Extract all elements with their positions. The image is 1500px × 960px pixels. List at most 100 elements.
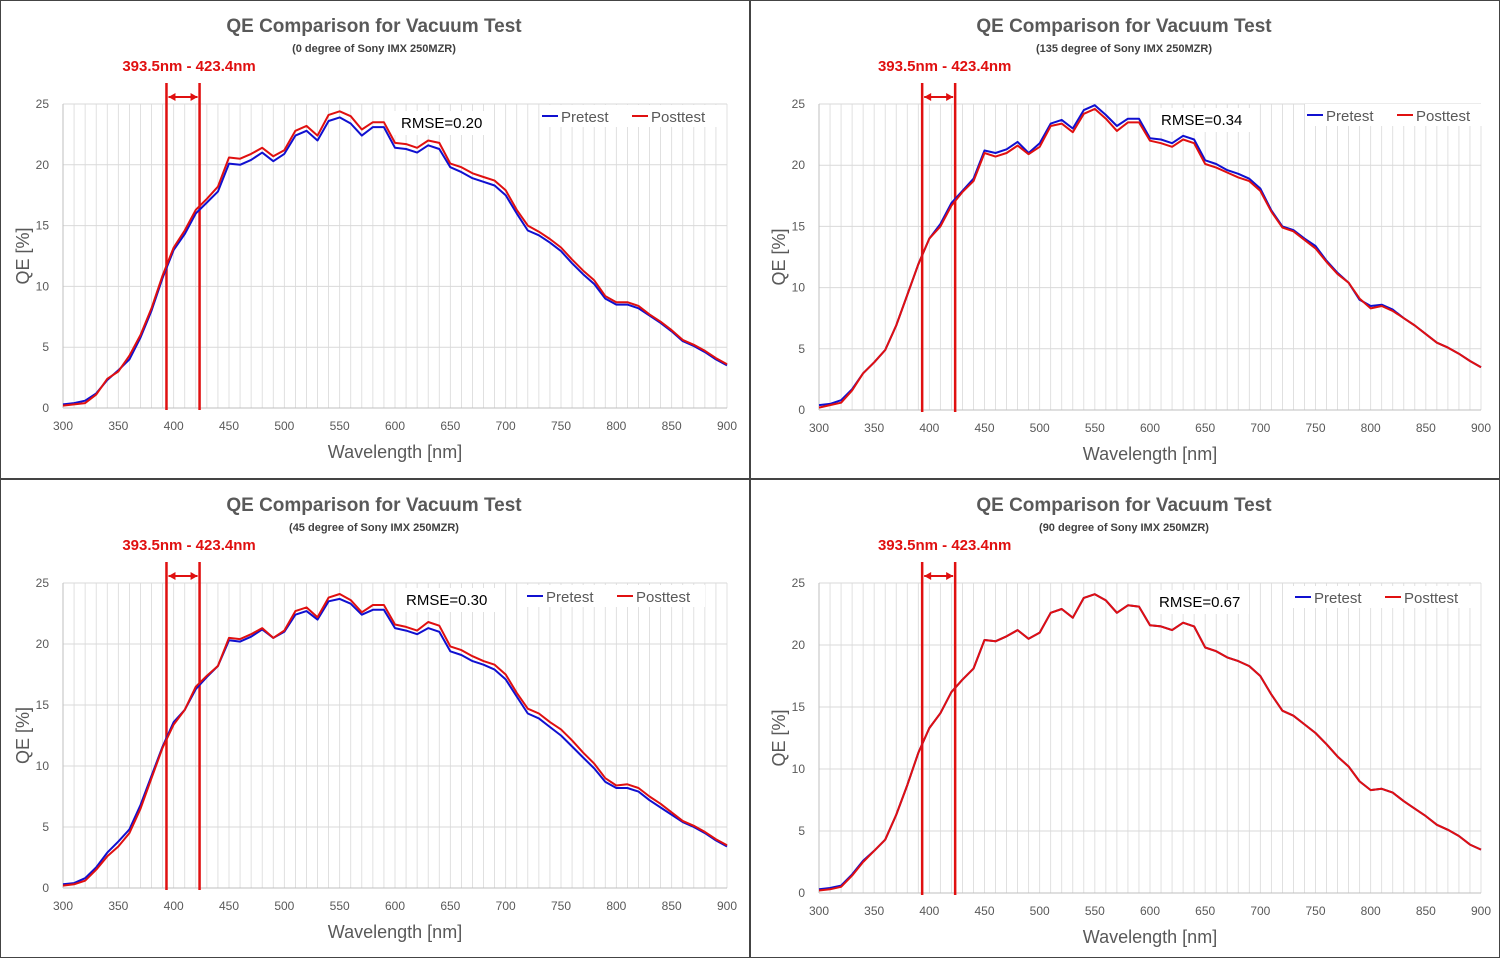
chart-svg: QE Comparison for Vacuum Test (135 degree… [769,16,1491,464]
x-tick-label: 550 [1085,904,1105,918]
legend-label-pretest: Pretest [561,109,609,126]
x-tick-label: 850 [662,419,682,433]
chart-subtitle: (0 degree of Sony IMX 250MZR) [292,43,456,55]
chart-svg: QE Comparison for Vacuum Test (90 degree … [769,495,1491,947]
x-tick-label: 550 [330,419,350,433]
x-tick-label: 600 [1140,904,1160,918]
y-tick-label: 20 [792,158,806,172]
band-label: 393.5nm - 423.4nm [878,537,1011,554]
y-axis-label: QE [%] [13,707,33,764]
x-tick-label: 300 [53,899,73,913]
y-tick-label: 0 [798,403,805,417]
x-tick-label: 800 [1361,421,1381,435]
rmse-annotation: RMSE=0.20 [401,115,482,132]
x-axis-label: Wavelength [nm] [328,922,462,942]
y-tick-label: 25 [792,576,806,590]
series-line-pretest [62,597,728,886]
y-tick-label: 10 [36,759,50,773]
grid [818,103,1482,411]
x-tick-label: 550 [330,899,350,913]
legend-bg [1305,104,1485,126]
legend-label-posttest: Posttest [651,109,706,126]
legend-label-pretest: Pretest [1326,108,1374,125]
legend: Pretest Posttest [1305,104,1485,126]
y-tick-label: 20 [36,158,50,172]
grid [62,103,728,409]
x-tick-label: 750 [551,419,571,433]
y-tick-label: 20 [792,638,806,652]
x-tick-label: 400 [164,419,184,433]
rmse-annotation: RMSE=0.34 [1161,112,1242,129]
chart-title: QE Comparison for Vacuum Test [976,495,1272,516]
y-tick-label: 15 [792,700,806,714]
legend-bg [540,105,720,127]
x-tick-label: 300 [809,904,829,918]
x-tick-label: 350 [864,904,884,918]
band-arrow-right-head [190,93,198,101]
series-line-posttest [818,107,1482,409]
y-axis-label: QE [%] [769,709,789,766]
band-arrow-left-head [924,93,932,101]
chart-title: QE Comparison for Vacuum Test [976,16,1272,37]
x-tick-label: 800 [606,899,626,913]
legend-label-pretest: Pretest [1314,590,1362,607]
x-tick-label: 750 [1305,421,1325,435]
y-axis-label: QE [%] [13,227,33,284]
band-arrow-left-head [924,572,932,580]
x-tick-label: 650 [1195,904,1215,918]
x-tick-label: 450 [219,419,239,433]
y-tick-label: 0 [798,886,805,900]
x-tick-label: 600 [385,899,405,913]
chart-panel-0-degree: QE Comparison for Vacuum Test (0 degree o… [0,0,750,479]
x-tick-label: 850 [662,899,682,913]
chart-panel-45-degree: QE Comparison for Vacuum Test (45 degree … [0,479,750,958]
y-tick-label: 5 [42,340,49,354]
y-tick-label: 10 [36,279,50,293]
x-tick-label: 550 [1085,421,1105,435]
x-tick-label: 750 [1305,904,1325,918]
x-tick-label: 900 [1471,421,1491,435]
x-tick-label: 400 [919,904,939,918]
chart-panel-135-degree: QE Comparison for Vacuum Test (135 degree… [750,0,1500,479]
x-tick-label: 650 [440,899,460,913]
series-line-posttest [818,593,1482,892]
x-tick-label: 800 [1361,904,1381,918]
y-tick-label: 0 [42,401,49,415]
x-tick-label: 700 [1250,904,1270,918]
x-tick-label: 700 [496,899,516,913]
chart-subtitle: (90 degree of Sony IMX 250MZR) [1039,522,1209,534]
x-tick-label: 400 [164,899,184,913]
y-tick-label: 25 [792,97,806,111]
y-tick-label: 10 [792,281,806,295]
x-tick-label: 600 [1140,421,1160,435]
x-tick-label: 900 [717,899,737,913]
x-tick-label: 500 [274,899,294,913]
rmse-annotation: RMSE=0.67 [1159,594,1240,611]
x-axis-label: Wavelength [nm] [1083,927,1217,947]
annotation-bg [1153,108,1251,132]
legend: Pretest Posttest [540,105,720,127]
legend-label-posttest: Posttest [636,589,691,606]
x-tick-label: 800 [606,419,626,433]
legend: Pretest Posttest [525,585,705,607]
y-tick-label: 5 [798,824,805,838]
annotation-bg [393,111,491,135]
chart-title: QE Comparison for Vacuum Test [226,495,522,516]
chart-svg: QE Comparison for Vacuum Test (0 degree o… [13,16,737,462]
y-axis-label: QE [%] [769,228,789,285]
x-tick-label: 850 [1416,421,1436,435]
x-tick-label: 450 [219,899,239,913]
legend-label-posttest: Posttest [1416,108,1471,125]
series-line-posttest [62,110,728,407]
band-label: 393.5nm - 423.4nm [122,58,255,75]
x-tick-label: 400 [919,421,939,435]
y-tick-label: 20 [36,637,50,651]
x-tick-label: 650 [1195,421,1215,435]
legend-label-pretest: Pretest [546,589,594,606]
grid [818,582,1482,894]
y-tick-label: 15 [36,219,50,233]
x-tick-label: 300 [53,419,73,433]
x-tick-label: 700 [1250,421,1270,435]
chart-subtitle: (135 degree of Sony IMX 250MZR) [1036,43,1212,55]
x-tick-label: 450 [974,421,994,435]
